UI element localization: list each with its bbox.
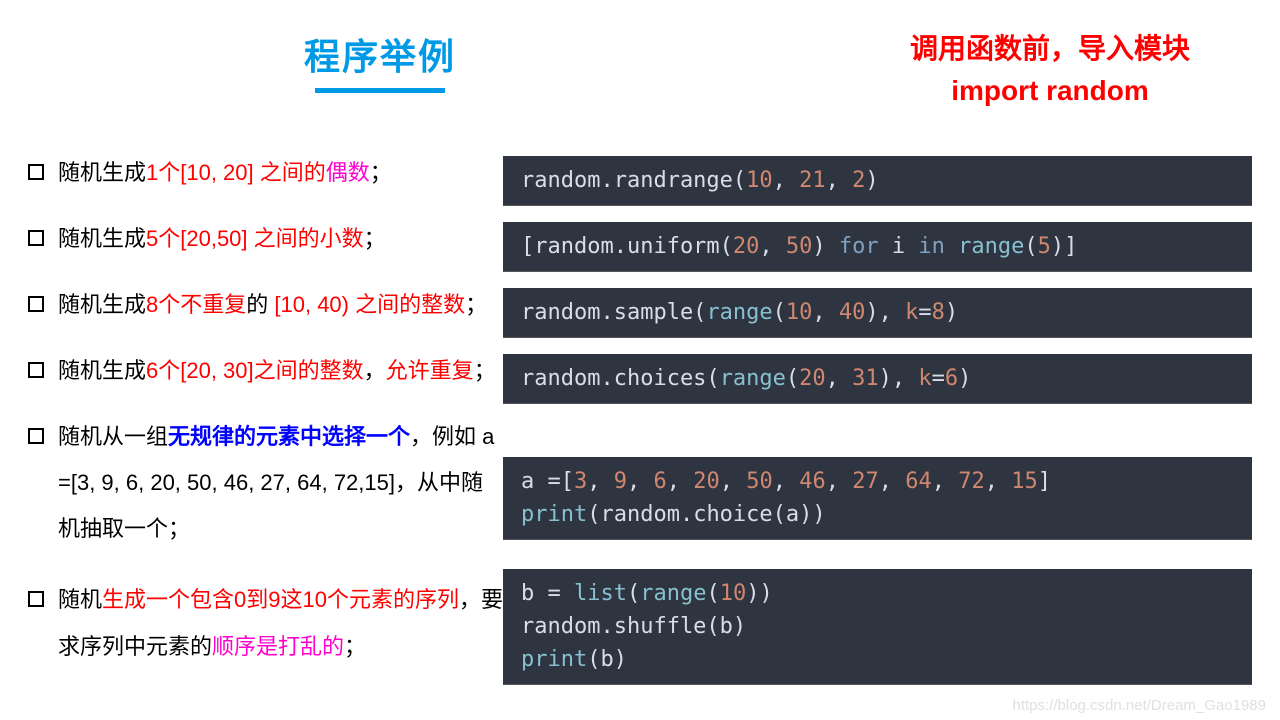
bullet-icon: [28, 164, 44, 180]
title-section: 程序举例: [230, 0, 530, 93]
title-underline: [315, 88, 445, 93]
list-item: 随机生成一个包含0到9这10个元素的序列，要求序列中元素的顺序是打乱的； b =…: [28, 563, 1252, 685]
watermark: https://blog.csdn.net/Dream_Gao1989: [1013, 697, 1267, 714]
list-item: 随机生成5个[20,50] 之间的小数； [random.uniform(20,…: [28, 216, 1252, 272]
import-note: 调用函数前，导入模块 import random: [910, 28, 1190, 112]
list-item: 随机生成6个[20, 30]之间的整数，允许重复； random.choices…: [28, 348, 1252, 404]
item-text: 随机生成1个[10, 20] 之间的偶数；: [28, 150, 503, 196]
item-text: 随机生成8个不重复的 [10, 40) 之间的整数；: [28, 282, 503, 328]
list-item: 随机生成8个不重复的 [10, 40) 之间的整数； random.sample…: [28, 282, 1252, 338]
item-text: 随机生成一个包含0到9这10个元素的序列，要求序列中元素的顺序是打乱的；: [28, 577, 503, 669]
note-line-1: 调用函数前，导入模块: [910, 28, 1190, 70]
bullet-icon: [28, 230, 44, 246]
content-list: 随机生成1个[10, 20] 之间的偶数； random.randrange(1…: [28, 150, 1252, 695]
bullet-icon: [28, 362, 44, 378]
page-title: 程序举例: [230, 28, 530, 80]
bullet-icon: [28, 428, 44, 444]
code-block: a =[3, 9, 6, 20, 50, 46, 27, 64, 72, 15]…: [503, 457, 1252, 540]
code-block: random.sample(range(10, 40), k=8): [503, 288, 1252, 338]
bullet-icon: [28, 591, 44, 607]
code-block: random.choices(range(20, 31), k=6): [503, 354, 1252, 404]
bullet-icon: [28, 296, 44, 312]
item-text: 随机生成5个[20,50] 之间的小数；: [28, 216, 503, 262]
list-item: 随机生成1个[10, 20] 之间的偶数； random.randrange(1…: [28, 150, 1252, 206]
list-item: 随机从一组无规律的元素中选择一个，例如 a =[3, 9, 6, 20, 50,…: [28, 414, 1252, 553]
item-text: 随机从一组无规律的元素中选择一个，例如 a =[3, 9, 6, 20, 50,…: [28, 414, 503, 553]
code-block: b = list(range(10)) random.shuffle(b) pr…: [503, 569, 1252, 685]
code-block: [random.uniform(20, 50) for i in range(5…: [503, 222, 1252, 272]
note-line-2: import random: [910, 70, 1190, 112]
item-text: 随机生成6个[20, 30]之间的整数，允许重复；: [28, 348, 503, 394]
code-block: random.randrange(10, 21, 2): [503, 156, 1252, 206]
